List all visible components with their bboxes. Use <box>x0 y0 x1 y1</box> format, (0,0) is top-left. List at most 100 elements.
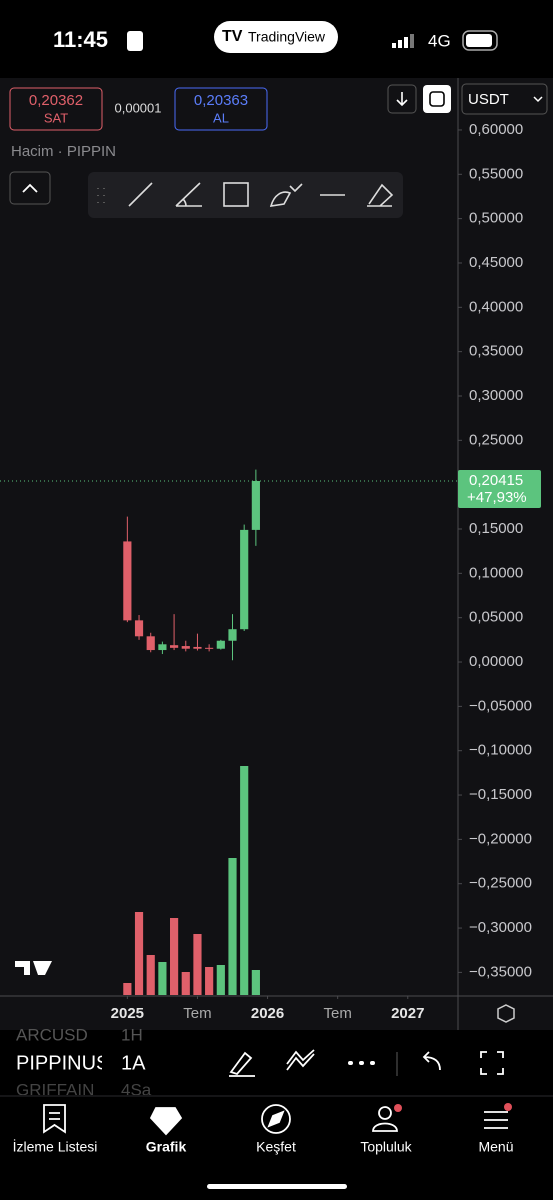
fullscreen-button[interactable] <box>480 1051 504 1075</box>
indicator-button[interactable] <box>286 1049 315 1071</box>
y-tick-label: 0,10000 <box>469 564 523 581</box>
nav-explore[interactable]: Keşfet <box>256 1139 296 1155</box>
trend-line-tool[interactable] <box>128 182 153 207</box>
volume-bar <box>123 983 132 995</box>
battery <box>462 30 498 51</box>
watchlist-icon <box>43 1104 66 1134</box>
x-tick-label: 2026 <box>251 1005 284 1022</box>
symbol-prev[interactable]: ARCUSD <box>16 1025 88 1044</box>
y-tick-label: −0,35000 <box>469 963 532 980</box>
change-label: +47,93% <box>467 489 527 506</box>
y-tick-label: 0,45000 <box>469 254 523 271</box>
signal <box>392 34 414 48</box>
volume-bar <box>181 972 190 995</box>
collapse-icon <box>22 183 38 193</box>
angle-tool[interactable] <box>175 182 202 207</box>
brand-logo: TV <box>222 28 243 45</box>
undo-button[interactable] <box>422 1051 441 1071</box>
drag-handle[interactable] <box>97 188 105 203</box>
symbol-clip <box>102 1048 118 1080</box>
community-body <box>372 1122 398 1132</box>
spread: 0,00001 <box>115 100 162 115</box>
eraser-tool[interactable] <box>367 183 394 207</box>
y-tick-label: −0,15000 <box>469 786 532 803</box>
candle-body <box>169 645 179 648</box>
x-tick-label: 2025 <box>111 1005 144 1022</box>
settings-icon[interactable] <box>497 1004 515 1023</box>
buy-price: 0,20363 <box>194 92 248 109</box>
interval-next[interactable]: 4Sa <box>121 1080 152 1099</box>
explore-icon <box>261 1104 291 1134</box>
volume-bar <box>158 962 167 995</box>
volume-bar <box>146 955 155 995</box>
chart-icon <box>149 1107 183 1136</box>
x-tick-label: 2027 <box>391 1005 424 1022</box>
nav-chart[interactable]: Grafik <box>146 1139 187 1155</box>
volume-bar <box>216 965 225 995</box>
y-tick-label: 0,60000 <box>469 121 523 138</box>
y-tick-label: 0,05000 <box>469 609 523 626</box>
symbol-next[interactable]: GRIFFAIN <box>16 1080 94 1099</box>
nav-watchlist[interactable]: İzleme Listesi <box>13 1138 98 1155</box>
y-tick-label: −0,05000 <box>469 697 532 714</box>
candle-body <box>134 620 144 637</box>
y-tick-label: 0,15000 <box>469 520 523 537</box>
toolbar-icons <box>97 182 394 207</box>
network: 4G <box>428 31 451 50</box>
volume-bar <box>240 766 249 995</box>
y-tick-label: 0,30000 <box>469 387 523 404</box>
chart-area <box>0 78 553 1030</box>
clock: 11:45 <box>53 27 108 52</box>
battery-level <box>466 34 492 47</box>
community-icon <box>378 1106 392 1120</box>
volume-bar <box>228 858 237 995</box>
volume-legend: Hacim · PIPPIN <box>11 143 116 160</box>
candle-body <box>205 647 214 649</box>
x-tick-label: Tem <box>183 1005 211 1022</box>
x-tick-label: Tem <box>323 1005 351 1022</box>
symbol[interactable]: PIPPINUS <box>16 1052 109 1074</box>
tv-logo <box>15 961 52 975</box>
focus-icon <box>127 31 143 51</box>
buy-button[interactable] <box>174 87 268 131</box>
download-button[interactable] <box>387 84 417 114</box>
home-indicator <box>207 1184 347 1189</box>
y-tick-label: −0,30000 <box>469 919 532 936</box>
nav-icons <box>43 1104 508 1136</box>
menu-icon <box>484 1111 508 1129</box>
volume-bar <box>205 967 214 995</box>
mode-icon <box>429 91 445 107</box>
collapse-button[interactable] <box>9 171 51 205</box>
nav-community[interactable]: Topluluk <box>360 1139 412 1155</box>
interval-prev[interactable]: 1H <box>121 1025 143 1044</box>
y-tick-label: 0,35000 <box>469 343 523 360</box>
sell-price: 0,20362 <box>29 92 83 109</box>
y-tick-label: 0,50000 <box>469 210 523 227</box>
currency-select[interactable] <box>461 83 548 115</box>
interval[interactable]: 1A <box>121 1052 146 1074</box>
sell-button[interactable] <box>9 87 103 131</box>
nav-menu[interactable]: Menü <box>478 1139 513 1155</box>
y-tick-label: 0,25000 <box>469 431 523 448</box>
nav-bar <box>0 1095 553 1200</box>
candle-body <box>193 646 202 649</box>
candle-body <box>240 529 249 630</box>
volume-bar <box>169 918 179 995</box>
volume-bar <box>134 912 144 995</box>
candle-body <box>216 640 225 649</box>
sell-label: SAT <box>44 110 68 125</box>
y-tick-label: 0,55000 <box>469 165 523 182</box>
candle-body <box>158 644 167 651</box>
y-tick-label: 0,00000 <box>469 653 523 670</box>
brush-tool[interactable] <box>269 183 303 207</box>
rectangle-tool[interactable] <box>223 182 249 207</box>
notification-dot <box>504 1103 512 1111</box>
currency: USDT <box>468 91 509 108</box>
brand-pill <box>214 21 338 53</box>
mode-button[interactable] <box>423 85 451 113</box>
download-icon <box>396 92 408 107</box>
buy-label: AL <box>213 110 229 125</box>
draw-button[interactable] <box>229 1051 255 1077</box>
dropdown-icon <box>533 96 543 103</box>
